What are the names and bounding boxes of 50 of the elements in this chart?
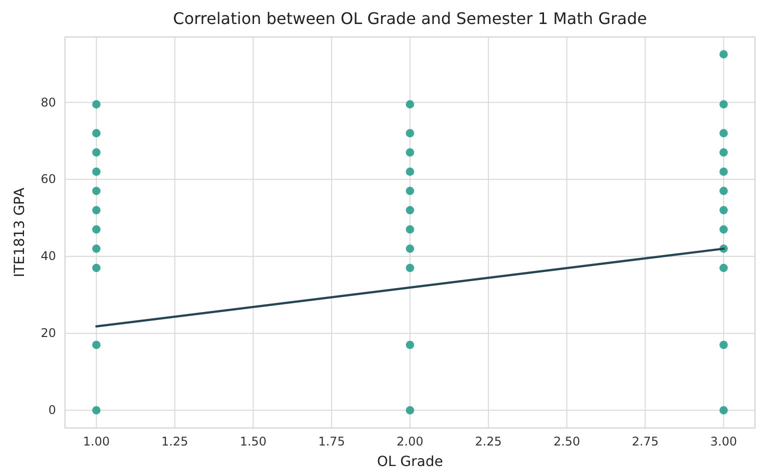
point xyxy=(719,148,728,157)
x-tick-label: 2.25 xyxy=(475,434,502,449)
y-tick-label: 40 xyxy=(40,249,56,264)
point xyxy=(719,100,728,109)
point xyxy=(406,406,414,414)
point xyxy=(406,244,414,253)
point xyxy=(92,406,101,414)
point xyxy=(92,225,101,234)
x-tick-label: 2.75 xyxy=(632,434,659,449)
point xyxy=(719,50,728,58)
x-tick-label: 2.00 xyxy=(396,434,424,449)
x-tick-label: 1.25 xyxy=(161,434,188,449)
x-tick-label: 1.50 xyxy=(240,434,267,449)
point xyxy=(719,129,728,138)
point xyxy=(92,340,101,350)
point xyxy=(92,129,101,138)
point xyxy=(406,168,414,176)
point xyxy=(406,129,414,138)
point xyxy=(92,148,101,157)
point xyxy=(92,186,101,196)
point xyxy=(719,186,728,196)
x-tick-label: 3.00 xyxy=(710,434,737,449)
chart-title: Correlation between OL Grade and Semester 1 Math Grade xyxy=(173,9,647,28)
point xyxy=(719,264,728,272)
point xyxy=(406,186,414,196)
x-tick-label: 2.50 xyxy=(553,434,580,449)
point xyxy=(406,206,414,214)
x-tick-label: 1.00 xyxy=(83,434,110,449)
point xyxy=(719,406,728,414)
point xyxy=(406,225,414,234)
point xyxy=(406,264,414,272)
y-tick-label: 80 xyxy=(40,95,56,110)
point xyxy=(719,168,728,176)
point xyxy=(92,206,101,214)
point xyxy=(406,100,414,109)
point xyxy=(92,264,101,272)
point xyxy=(92,100,101,109)
point xyxy=(406,340,414,350)
point xyxy=(92,244,101,253)
point xyxy=(719,340,728,350)
y-axis-title: ITE1813 GPA xyxy=(12,187,28,278)
x-tick-label: 1.75 xyxy=(318,434,345,449)
point xyxy=(719,206,728,214)
y-tick-label: 0 xyxy=(48,403,56,418)
x-axis-title: OL Grade xyxy=(377,454,443,470)
y-tick-label: 20 xyxy=(40,326,56,340)
point xyxy=(92,168,101,176)
y-tick-label: 60 xyxy=(40,172,56,186)
point xyxy=(406,148,414,157)
point xyxy=(719,225,728,234)
